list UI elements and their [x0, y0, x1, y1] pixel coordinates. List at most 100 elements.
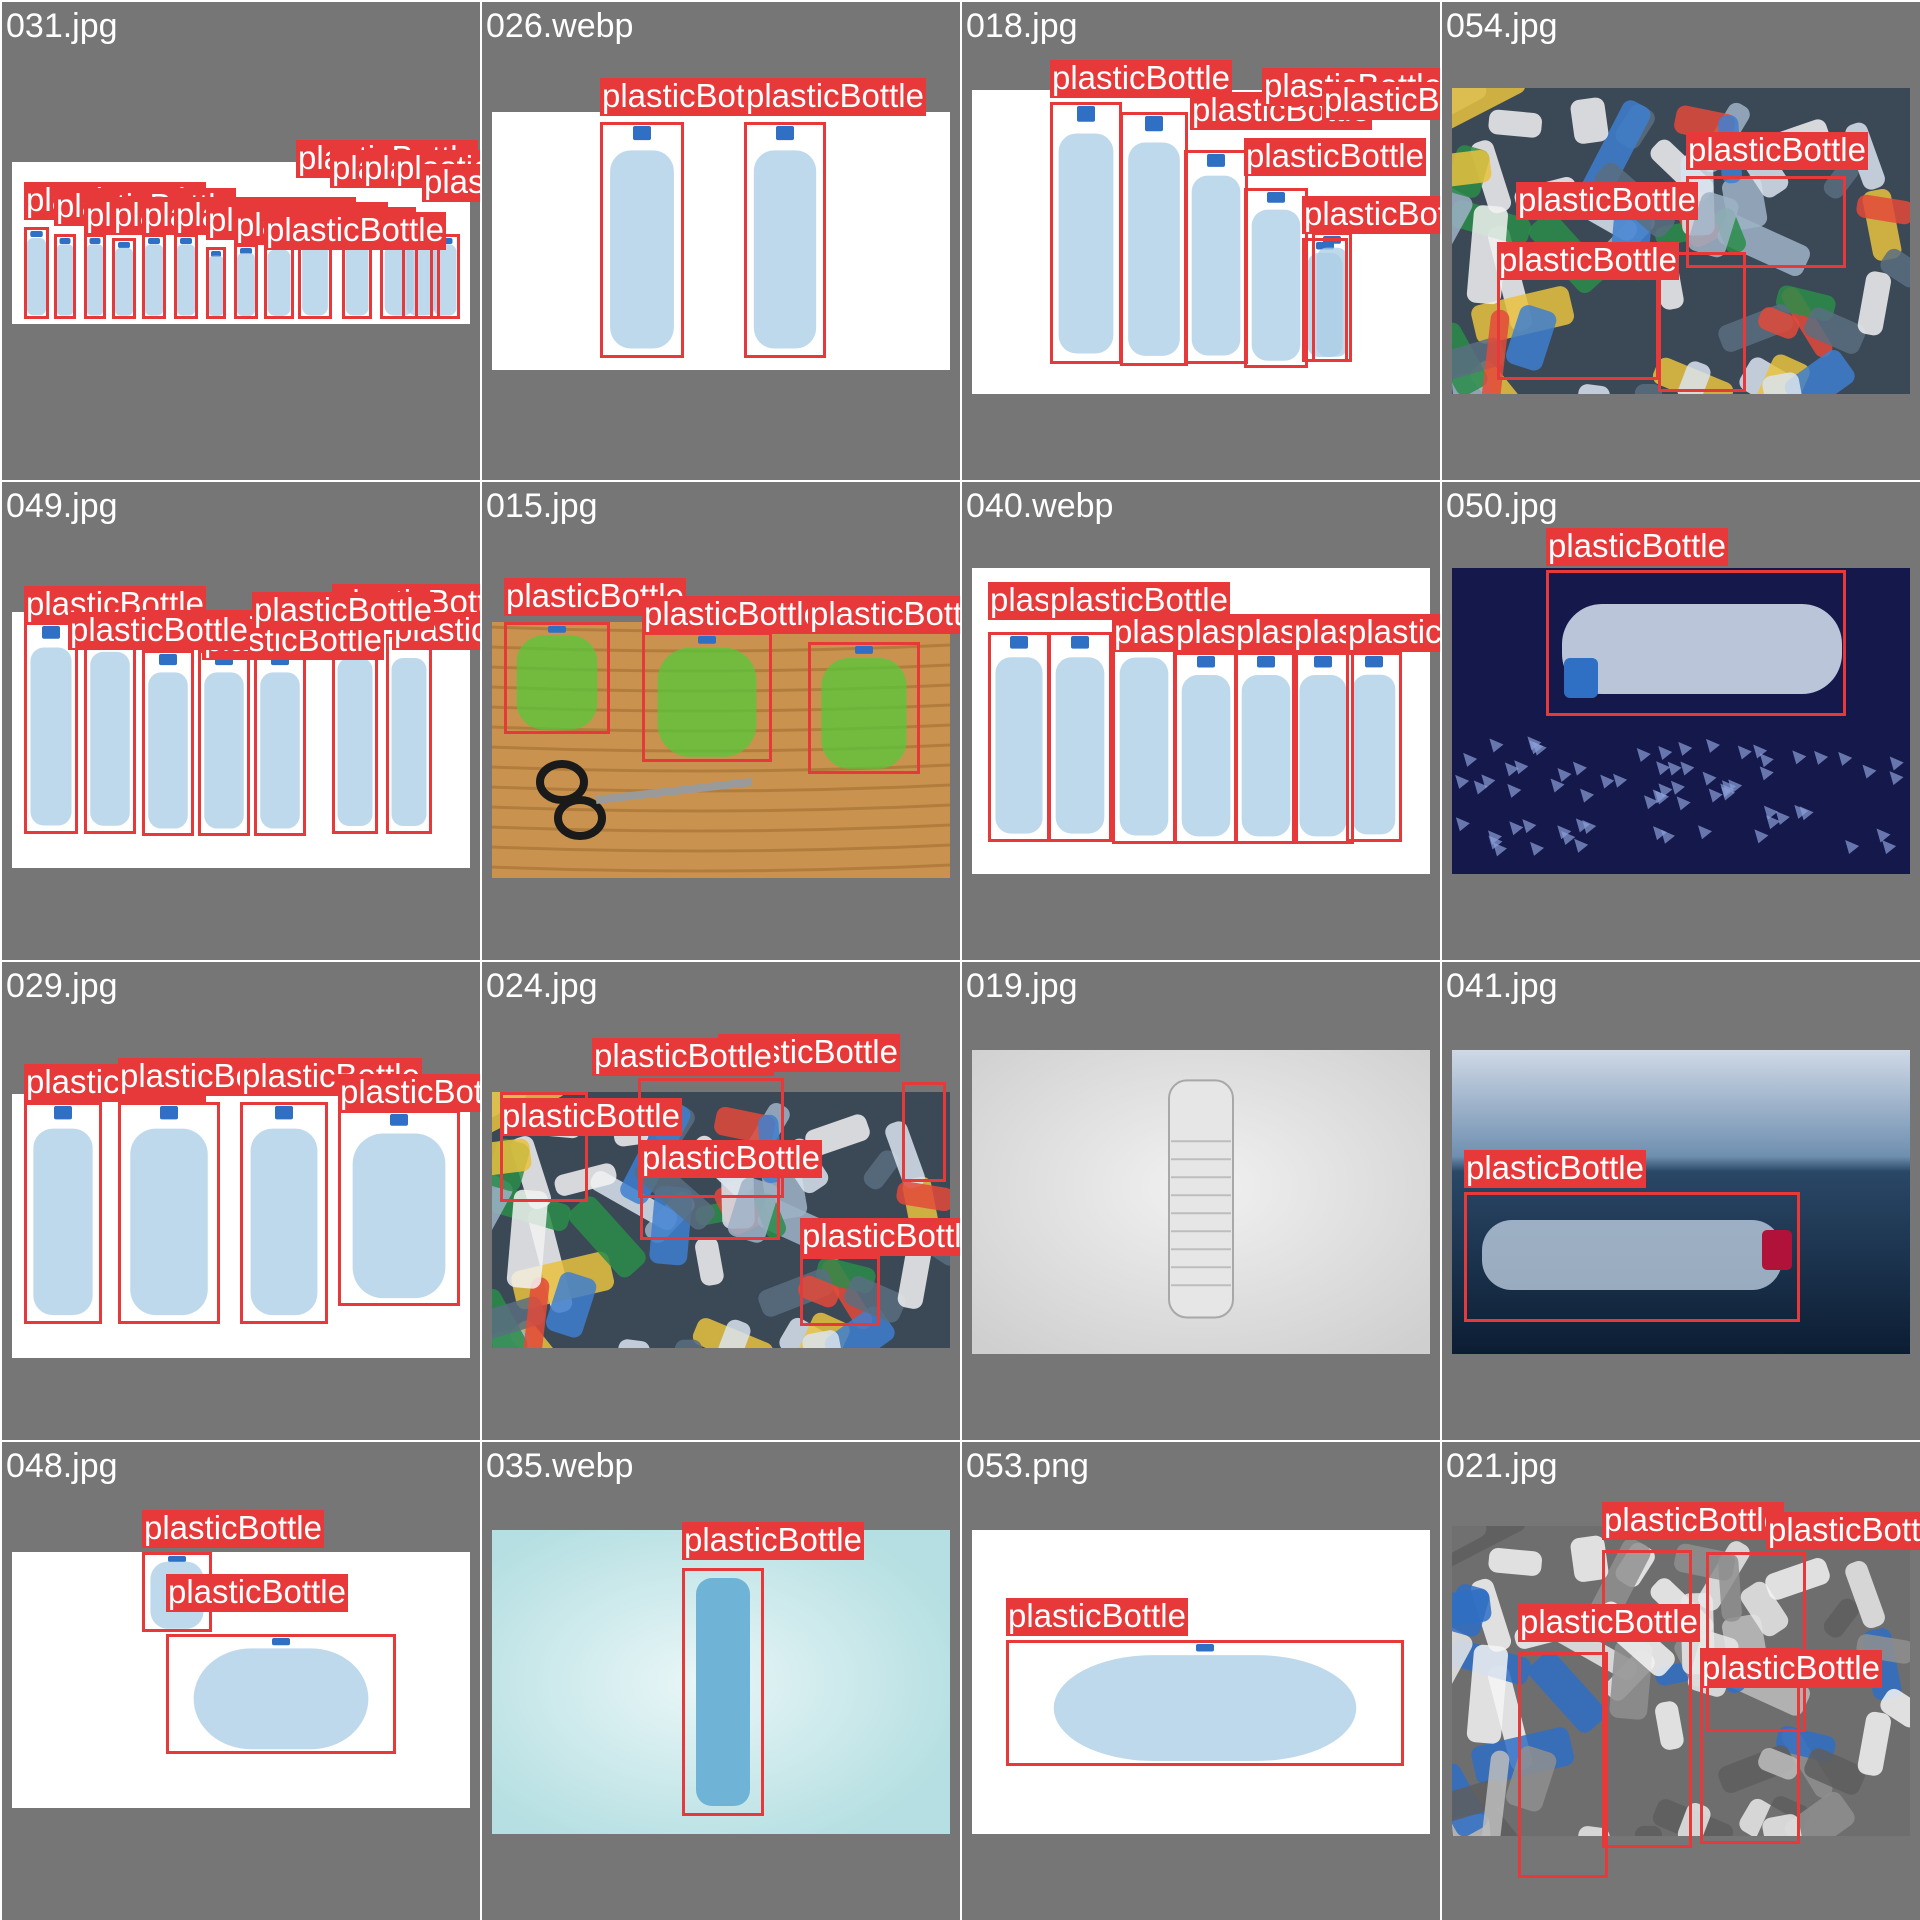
detection-label: plasticBottle — [422, 164, 480, 202]
tile-filename: 018.jpg — [966, 7, 1078, 45]
detection-box — [642, 632, 772, 762]
tile-filename: 054.jpg — [1446, 7, 1558, 45]
detection-label: plasticBottle — [1050, 59, 1232, 98]
detection-label: plasticBottle — [338, 1074, 480, 1112]
tile-photo — [1452, 1050, 1910, 1354]
detection-box — [24, 1102, 102, 1324]
image-tile: plasticBottleplasticBottleplasticBottlep… — [962, 482, 1440, 960]
detection-box — [1546, 570, 1846, 716]
tile-filename: 040.webp — [966, 487, 1114, 525]
detection-box — [1602, 1550, 1692, 1848]
detection-label: plasticBottle — [1700, 1649, 1882, 1688]
detection-label: plasticBottle — [166, 1573, 348, 1612]
detection-box — [800, 1256, 880, 1326]
detection-label: plasticBottle — [642, 595, 824, 634]
detection-box — [198, 650, 250, 836]
detection-label: plasticBottle — [1464, 1149, 1646, 1188]
tile-filename: 048.jpg — [6, 1447, 118, 1485]
detection-box — [264, 240, 294, 319]
detection-label: plasticBottle — [1346, 614, 1440, 652]
tile-filename: 019.jpg — [966, 967, 1078, 1005]
detection-box — [1346, 652, 1402, 842]
detection-label: plasticBottle — [1766, 1512, 1920, 1550]
tile-filename: 035.webp — [486, 1447, 634, 1485]
detection-box — [254, 650, 306, 836]
detection-box — [1292, 652, 1354, 844]
detection-box — [500, 1092, 588, 1202]
detection-label: plasticBottle — [500, 1097, 682, 1136]
detection-box — [118, 1102, 220, 1324]
tile-photo — [972, 1050, 1430, 1354]
detection-label: plasticBottle — [682, 1521, 864, 1560]
detection-box — [1244, 188, 1308, 368]
detection-box — [142, 234, 166, 319]
tile-filename: 041.jpg — [1446, 967, 1558, 1005]
detection-box — [638, 1078, 784, 1198]
detection-label: plasticBottle — [640, 1139, 822, 1178]
detection-box — [902, 1082, 946, 1182]
tile-filename: 053.png — [966, 1447, 1089, 1485]
detection-label: plasticBottle — [1516, 181, 1698, 220]
detection-box — [234, 244, 258, 319]
scene-illustration — [492, 112, 950, 370]
detection-box — [1120, 112, 1188, 366]
image-tile: plasticBottleplasticBottleplasticBottlep… — [2, 482, 480, 960]
detection-box — [744, 122, 826, 358]
image-tile: plasticBottle 041.jpg — [1442, 962, 1920, 1440]
detection-label: plasticBottle — [264, 211, 446, 250]
scene-illustration — [1452, 568, 1910, 874]
image-tile: plasticBottle plasticBottle 026.webp — [482, 2, 960, 480]
scene-illustration — [972, 1530, 1430, 1834]
detection-label: plasticBottle — [1686, 131, 1868, 170]
tile-filename: 015.jpg — [486, 487, 598, 525]
detection-label: plasticBottle — [252, 591, 434, 630]
detection-box — [166, 1634, 396, 1754]
detection-box — [1518, 1652, 1608, 1878]
detection-box — [1006, 1640, 1404, 1766]
detection-box — [1234, 652, 1298, 844]
tile-filename: 031.jpg — [6, 7, 118, 45]
detection-box — [240, 1102, 328, 1324]
scene-illustration — [492, 622, 950, 878]
detection-box — [988, 632, 1050, 842]
detection-box — [1112, 632, 1176, 844]
tile-filename: 026.webp — [486, 7, 634, 45]
tile-photo — [972, 1530, 1430, 1834]
detection-box — [1686, 176, 1846, 268]
detection-box — [142, 650, 194, 836]
detection-box — [1464, 1192, 1800, 1322]
scene-illustration — [492, 1530, 950, 1834]
detection-box — [1174, 652, 1238, 844]
detection-label: plasticBottle — [1006, 1597, 1188, 1636]
detection-box — [54, 234, 76, 319]
detection-box — [332, 634, 378, 834]
detection-box — [1050, 102, 1122, 364]
detection-label: plasticBottle — [1048, 581, 1230, 620]
detection-label: plasticBottle — [1302, 196, 1440, 234]
image-tile: plasticBottleplasticBottleplasticBottle0… — [482, 482, 960, 960]
detection-box — [808, 642, 920, 774]
tile-photo — [492, 1530, 950, 1834]
scene-illustration — [1452, 1050, 1910, 1354]
detection-label: plasticBottle — [1322, 82, 1440, 120]
tile-filename: 029.jpg — [6, 967, 118, 1005]
detection-box — [338, 1110, 460, 1306]
image-tile: 019.jpg — [962, 962, 1440, 1440]
detection-label: plasticBottle — [142, 1509, 324, 1548]
detection-box — [1658, 252, 1746, 392]
image-tile: plasticBottle plasticBottle 048.jpg — [2, 1442, 480, 1920]
tile-filename: 049.jpg — [6, 487, 118, 525]
detection-label: plasticBottle — [744, 77, 926, 116]
detection-box — [1048, 632, 1112, 842]
tile-photo — [492, 112, 950, 370]
scene-illustration — [972, 1050, 1430, 1354]
image-tile: plasticBottleplasticBottleplasticBottlep… — [1442, 1442, 1920, 1920]
image-tile: plasticBottleplasticBottleplasticBottlep… — [2, 2, 480, 480]
tile-filename: 050.jpg — [1446, 487, 1558, 525]
detection-label: plasticBottle — [592, 1037, 774, 1076]
